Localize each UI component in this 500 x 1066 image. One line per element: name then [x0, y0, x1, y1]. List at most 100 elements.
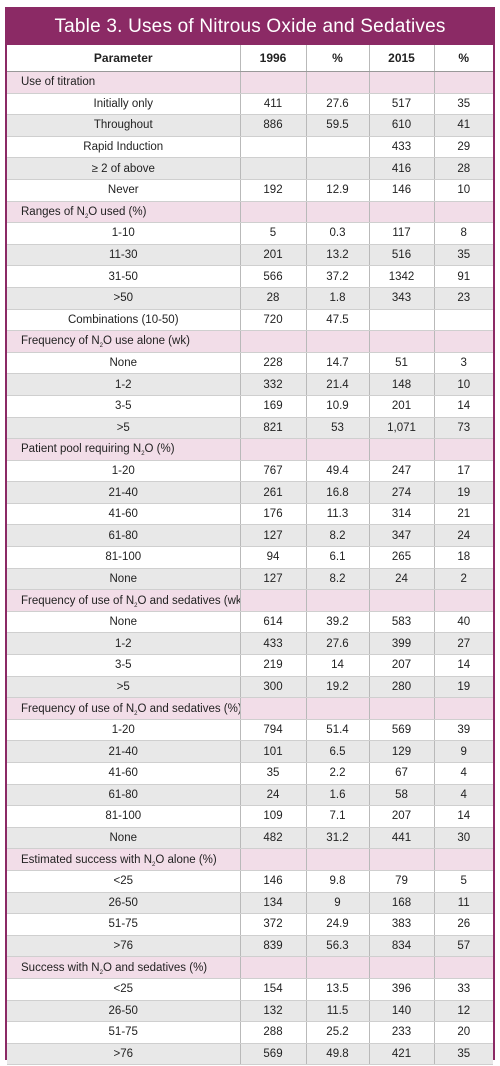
table-row: None 482 31.2 441 30 — [7, 827, 493, 850]
percent-1996: 16.8 — [306, 481, 370, 504]
group-empty-cell — [306, 697, 370, 720]
value-2015: 583 — [369, 611, 435, 634]
value-1996: 109 — [240, 805, 307, 828]
group-label: Frequency of use of N2O and sedatives (%… — [7, 697, 241, 720]
value-2015: 834 — [369, 935, 435, 958]
percent-2015: 19 — [434, 676, 493, 699]
percent-1996: 8.2 — [306, 524, 370, 548]
row-parameter: 21-40 — [7, 740, 241, 763]
table-row: <25 146 9.8 79 5 — [7, 870, 493, 893]
header-percent-2015: % — [434, 45, 493, 72]
value-1996: 433 — [240, 632, 307, 656]
table-title: Table 3. Uses of Nitrous Oxide and Sedat… — [7, 9, 493, 45]
value-2015: 233 — [369, 1021, 435, 1044]
table-row: 3-5 169 10.9 201 14 — [7, 395, 493, 418]
value-1996: 28 — [240, 287, 307, 310]
group-empty-cell — [369, 330, 435, 353]
row-parameter: 1-20 — [7, 719, 241, 742]
percent-1996: 19.2 — [306, 676, 370, 699]
table-row: >76 569 49.8 421 35 — [7, 1043, 493, 1066]
group-header-row: Success with N2O and sedatives (%) — [7, 956, 493, 979]
percent-1996: 25.2 — [306, 1021, 370, 1044]
value-1996: 132 — [240, 1000, 307, 1023]
table-row: 51-75 372 24.9 383 26 — [7, 913, 493, 936]
group-empty-cell — [434, 330, 493, 353]
group-label-text: Ranges of N — [21, 205, 85, 218]
subscript: 2 — [152, 861, 156, 868]
group-header-row: Estimated success with N2O alone (%) — [7, 848, 493, 871]
value-1996: 372 — [240, 913, 307, 936]
row-parameter: 41-60 — [7, 503, 241, 526]
table-row: 26-50 132 11.5 140 12 — [7, 1000, 493, 1023]
row-parameter: None — [7, 352, 241, 375]
value-1996: 5 — [240, 222, 307, 245]
value-2015: 416 — [369, 157, 435, 180]
value-1996: 94 — [240, 546, 307, 569]
row-parameter: 26-50 — [7, 1000, 241, 1023]
row-parameter: Combinations (10-50) — [7, 309, 241, 332]
percent-2015: 73 — [434, 417, 493, 440]
table-row: 11-30 201 13.2 516 35 — [7, 244, 493, 267]
value-1996: 839 — [240, 935, 307, 958]
table-row: Combinations (10-50) 720 47.5 — [7, 309, 493, 332]
row-parameter: 11-30 — [7, 244, 241, 267]
value-2015: 79 — [369, 870, 435, 893]
group-label: Estimated success with N2O alone (%) — [7, 848, 241, 871]
value-2015: 280 — [369, 676, 435, 699]
value-1996: 720 — [240, 309, 307, 332]
header-2015: 2015 — [369, 45, 435, 72]
table-row: >5 821 53 1,071 73 — [7, 417, 493, 440]
group-empty-cell — [240, 330, 307, 353]
group-label-text: O (%) — [144, 443, 175, 456]
row-parameter: >5 — [7, 417, 241, 440]
group-label-text: Success with N — [21, 961, 100, 974]
group-empty-cell — [306, 330, 370, 353]
group-empty-cell — [306, 201, 370, 224]
row-parameter: >5 — [7, 676, 241, 699]
group-empty-cell — [240, 71, 307, 94]
value-2015: 383 — [369, 913, 435, 936]
table-row: 41-60 35 2.2 67 4 — [7, 762, 493, 785]
group-label: Success with N2O and sedatives (%) — [7, 956, 241, 979]
percent-2015: 10 — [434, 179, 493, 202]
data-table: Parameter 1996 % 2015 % Use of titration… — [7, 45, 493, 1066]
row-parameter: <25 — [7, 978, 241, 1001]
group-empty-cell — [369, 848, 435, 871]
table-row: Rapid Induction 433 29 — [7, 136, 493, 159]
percent-2015: 28 — [434, 157, 493, 180]
percent-1996: 8.2 — [306, 568, 370, 591]
table-row: 21-40 101 6.5 129 9 — [7, 740, 493, 763]
row-parameter: 3-5 — [7, 654, 241, 677]
row-parameter: 1-2 — [7, 632, 241, 656]
percent-1996: 1.8 — [306, 287, 370, 310]
table-row: None 614 39.2 583 40 — [7, 611, 493, 634]
table-row: >76 839 56.3 834 57 — [7, 935, 493, 958]
value-1996: 261 — [240, 481, 307, 504]
value-1996: 332 — [240, 373, 307, 396]
value-2015: 265 — [369, 546, 435, 569]
group-empty-cell — [240, 438, 307, 461]
value-1996: 482 — [240, 827, 307, 850]
percent-1996: 10.9 — [306, 395, 370, 418]
table-row: 61-80 24 1.6 58 4 — [7, 784, 493, 807]
row-parameter: 1-20 — [7, 460, 241, 483]
group-header-row: Use of titration — [7, 71, 493, 94]
value-2015: 347 — [369, 524, 435, 548]
percent-1996: 27.6 — [306, 632, 370, 656]
value-2015: 58 — [369, 784, 435, 807]
row-parameter: Initially only — [7, 93, 241, 116]
value-2015: 67 — [369, 762, 435, 785]
value-2015: 610 — [369, 114, 435, 137]
value-1996: 767 — [240, 460, 307, 483]
row-parameter: 3-5 — [7, 395, 241, 418]
percent-1996 — [306, 157, 370, 180]
group-empty-cell — [434, 697, 493, 720]
value-1996: 127 — [240, 524, 307, 548]
percent-1996: 9.8 — [306, 870, 370, 893]
value-1996: 411 — [240, 93, 307, 116]
table-row: Never 192 12.9 146 10 — [7, 179, 493, 202]
row-parameter: Throughout — [7, 114, 241, 137]
value-1996: 300 — [240, 676, 307, 699]
percent-2015: 41 — [434, 114, 493, 137]
group-empty-cell — [434, 201, 493, 224]
